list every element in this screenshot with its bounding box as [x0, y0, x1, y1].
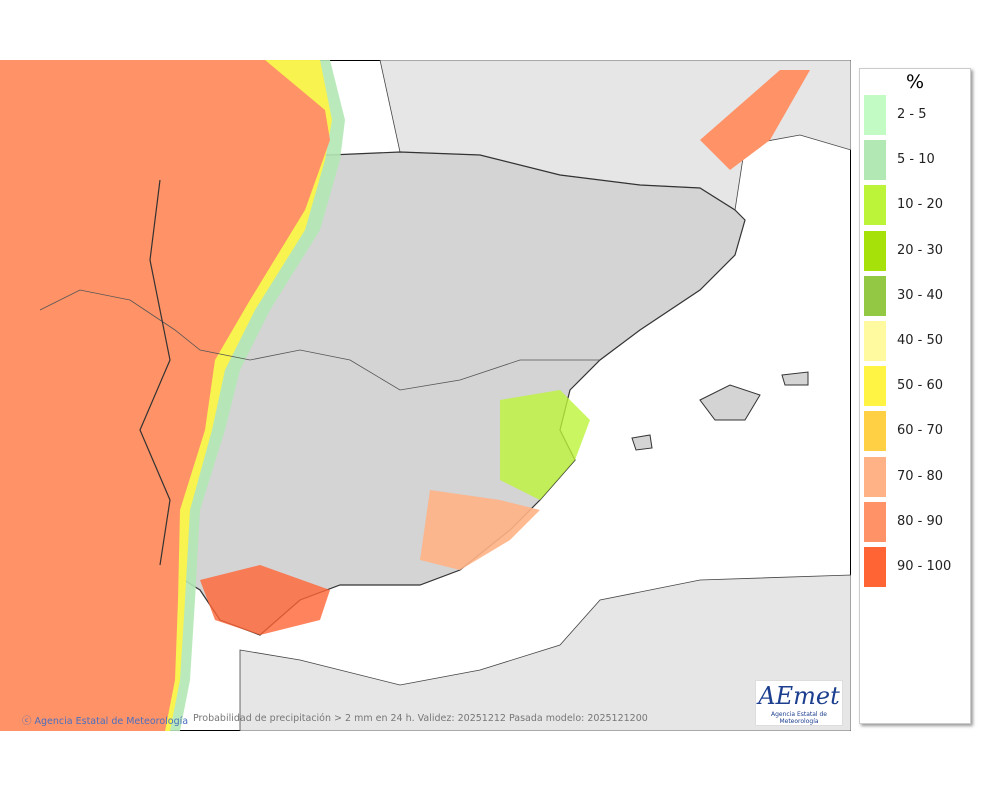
region-border	[39, 289, 600, 391]
legend-swatch	[864, 140, 886, 181]
legend-label: 60 - 70	[897, 423, 944, 439]
legend-item: 50 - 60	[864, 366, 968, 407]
legend: % 2 - 5 5 - 10 10 - 20 20 - 30 30 - 40 40 - 5…	[859, 68, 971, 724]
legend-label: 5 - 10	[897, 152, 935, 168]
credit: ⓒ Agencia Estatal de Meteorología	[22, 716, 189, 727]
logo-name: AEmet	[758, 682, 840, 710]
legend-swatch	[864, 230, 886, 271]
legend-swatch	[864, 185, 886, 226]
legend-swatch	[864, 366, 886, 407]
band-high	[0, 60, 330, 731]
map	[0, 60, 851, 731]
africa	[239, 574, 851, 731]
south-core	[200, 565, 330, 635]
legend-label: 80 - 90	[897, 513, 944, 529]
menorca	[781, 371, 809, 386]
legend-label: 10 - 20	[897, 197, 944, 213]
legend-label: 70 - 80	[897, 468, 944, 484]
legend-item: 10 - 20	[864, 185, 968, 226]
legend-item: 70 - 80	[864, 456, 968, 497]
legend-item: 60 - 70	[864, 411, 968, 452]
legend-item: 40 - 50	[864, 321, 968, 361]
legend-swatch	[864, 456, 886, 497]
legend-swatch	[864, 95, 886, 135]
legend-label: 40 - 50	[897, 333, 944, 348]
legend-label: 20 - 30	[897, 242, 944, 258]
east-band	[500, 390, 590, 500]
legend-item: 2 - 5	[864, 95, 968, 135]
legend-swatch	[864, 321, 886, 361]
legend-swatch	[864, 275, 886, 316]
legend-label: 30 - 40	[897, 287, 944, 303]
legend-swatch	[864, 411, 886, 452]
logo: AEmet Agencia Estatal de Meteorología	[755, 680, 843, 726]
legend-item: 30 - 40	[864, 275, 968, 316]
caption: Probabilidad de precipitación > 2 mm en …	[193, 713, 648, 724]
gulf-lion	[700, 70, 810, 170]
legend-item: 20 - 30	[864, 230, 968, 271]
legend-label: 2 - 5	[897, 107, 927, 122]
mallorca	[699, 384, 761, 421]
legend-title: %	[905, 71, 925, 93]
credit-text: Agencia Estatal de Meteorología	[34, 716, 189, 727]
legend-item: 90 - 100	[864, 547, 968, 587]
legend-item: 5 - 10	[864, 140, 968, 181]
legend-item: 80 - 90	[864, 501, 968, 542]
legend-label: 50 - 60	[897, 378, 944, 394]
legend-swatch	[864, 547, 886, 587]
southeast-core	[420, 490, 540, 570]
legend-swatch	[864, 501, 886, 542]
legend-label: 90 - 100	[897, 559, 952, 574]
ibiza	[631, 434, 653, 451]
logo-subtitle: Agencia Estatal de Meteorología	[770, 711, 827, 725]
portugal-border	[139, 179, 171, 566]
